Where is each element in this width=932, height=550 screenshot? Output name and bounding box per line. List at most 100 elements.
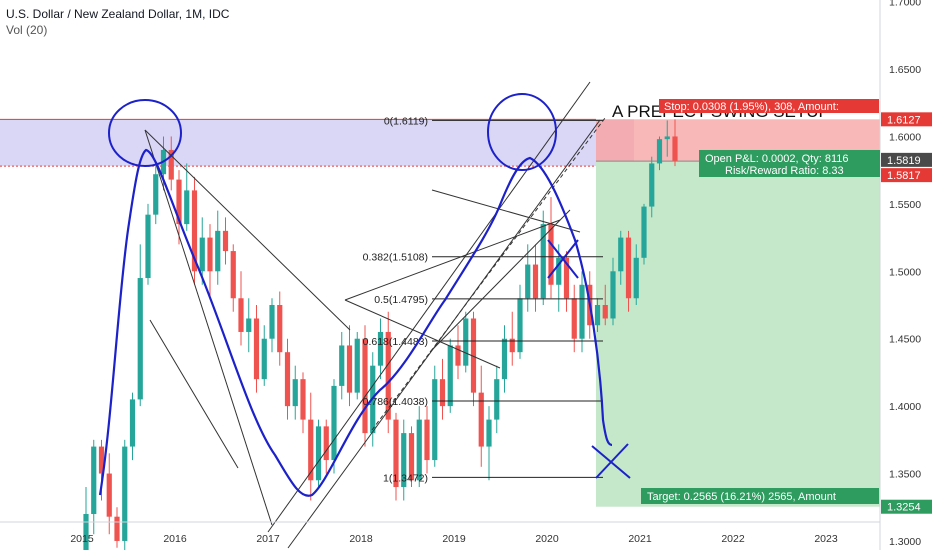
candle-body (315, 426, 322, 481)
candle-body (277, 305, 283, 353)
candles-layer (83, 119, 678, 550)
candle-body (331, 385, 337, 461)
candle-body (184, 190, 190, 225)
candle-body (168, 149, 174, 180)
fib-level-label: 0(1.6119) (384, 115, 428, 127)
top-circle-right (487, 93, 557, 171)
candle-body (191, 190, 198, 272)
candle-body (199, 237, 205, 272)
target-label-text: Target: 0.2565 (16.21%) 2565, Amount (647, 491, 836, 503)
labels-layer: A PREFECT SWING SETUPStop: 0.0308 (1.95%… (612, 99, 880, 504)
pnl-label-text: Open P&L: 0.0002, Qty: 8116 (705, 153, 849, 165)
candle-body (625, 237, 632, 299)
price-tag-box (881, 152, 932, 167)
candle-body (455, 345, 461, 366)
candle-body (501, 338, 508, 380)
candle-body (354, 338, 360, 393)
candle-body (447, 345, 453, 407)
time-tick-label: 2019 (442, 533, 466, 545)
candle-body (594, 305, 601, 326)
candle-body (540, 224, 546, 299)
price-tick-label: 1.3500 (889, 469, 921, 481)
candle-body (238, 298, 244, 332)
candle-body (253, 318, 260, 380)
candle-body (339, 345, 345, 386)
price-tag-text: 1.6127 (887, 114, 921, 126)
price-tick-label: 1.4000 (889, 401, 921, 413)
volume-indicator-label[interactable]: Vol (20) (6, 23, 48, 37)
time-tick-label: 2023 (814, 533, 838, 545)
candle-body (478, 392, 484, 447)
dashed-trend-line (371, 117, 606, 431)
candle-body (649, 163, 655, 207)
symbol-title[interactable]: U.S. Dollar / New Zealand Dollar, 1M, ID… (6, 7, 230, 21)
candle-body (532, 264, 539, 299)
candle-body (114, 516, 120, 541)
x-mark-entry (547, 239, 579, 279)
price-tick-label: 1.7000 (889, 0, 921, 9)
candle-body (571, 298, 577, 339)
chart-header: U.S. Dollar / New Zealand Dollar, 1M, ID… (6, 6, 229, 38)
fib-level-label: 0.382(1.5108) (363, 252, 428, 264)
candle-body (215, 230, 221, 272)
price-tag-box (881, 168, 932, 183)
candle-body (393, 419, 399, 488)
trend-line (144, 129, 273, 526)
candle-body (556, 257, 562, 285)
price-tag-text: 1.5819 (887, 155, 921, 167)
time-tick-label: 2017 (256, 533, 280, 545)
candle-body (656, 139, 663, 164)
price-tick-label: 1.5000 (889, 266, 921, 278)
stop-label-box (659, 99, 879, 113)
candle-body (517, 298, 523, 353)
candle-body (424, 419, 430, 461)
candle-body (91, 446, 97, 514)
price-tag-box (881, 499, 932, 514)
top-circle-left (108, 99, 182, 167)
candle-body (269, 305, 275, 339)
candle-body (153, 174, 159, 215)
time-tick-label: 2021 (628, 533, 652, 545)
take-profit-zone (596, 161, 880, 507)
trend-line (267, 81, 591, 533)
candle-body (284, 352, 291, 407)
candle-body (548, 224, 554, 285)
candle-body (641, 206, 647, 258)
candle-body (579, 284, 585, 339)
candle-body (633, 257, 639, 299)
drawings-layer: 0(1.6119) 0.382(1.5108) 0.5(1.4795) 0.618(1… (98, 81, 631, 549)
candle-body (377, 331, 384, 366)
candle-body (98, 446, 105, 474)
trend-line (149, 319, 239, 469)
candle-body (362, 338, 368, 434)
candle-body (509, 338, 515, 353)
trend-line (344, 219, 561, 301)
candle-body (261, 338, 267, 380)
price-tag-box (881, 112, 932, 127)
projected-path-drawing (98, 148, 613, 497)
price-tag-text: 1.3254 (887, 502, 921, 514)
fib-level-label: 1(1.3472) (383, 472, 428, 484)
price-tick-label: 1.5500 (889, 199, 921, 211)
price-tag-text: 1.5817 (887, 170, 921, 182)
rr-label-text: Risk/Reward Ratio: 8.33 (725, 165, 844, 177)
candle-body (494, 379, 500, 420)
candle-body (408, 433, 415, 481)
candle-body (346, 345, 353, 393)
fib-level-label: 0.618(1.4483) (363, 336, 428, 348)
target-label-box (641, 488, 879, 504)
x-mark-target (591, 443, 631, 479)
candle-body (308, 419, 314, 481)
candle-body (602, 305, 608, 319)
time-tick-label: 2016 (163, 533, 187, 545)
candle-body (323, 426, 329, 461)
fib-level-label: 0.5(1.4795) (374, 294, 428, 306)
fib-level-label: 0.786(1.4038) (363, 396, 428, 408)
time-tick-label: 2018 (349, 533, 373, 545)
candle-body (525, 264, 531, 299)
candle-body (137, 278, 143, 400)
candle-body (563, 257, 570, 299)
resistance-zone (0, 119, 596, 167)
time-tick-label: 2022 (721, 533, 745, 545)
